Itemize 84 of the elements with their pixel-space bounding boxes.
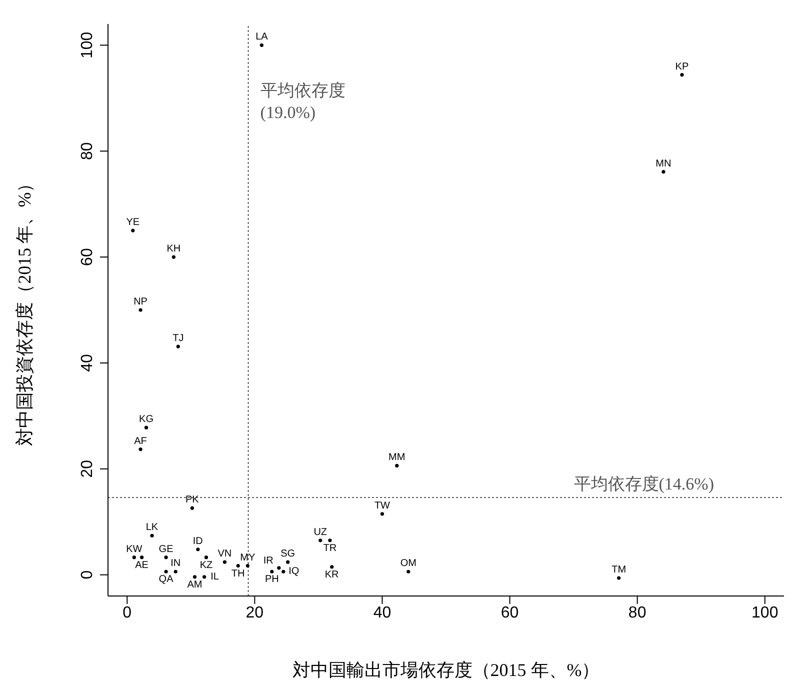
point <box>277 566 281 570</box>
series-label: MY <box>240 552 256 564</box>
ref-line-label: 平均依存度(14.6%) <box>574 474 714 494</box>
point <box>174 570 178 574</box>
point <box>192 575 197 579</box>
x-axis-title: 対中国輸出市場依存度（2015 年、%） <box>292 660 600 680</box>
point <box>318 538 322 542</box>
series-label: YE <box>126 217 140 228</box>
point <box>140 556 144 560</box>
series-label: TR <box>323 542 337 554</box>
series-label: IN <box>170 558 181 570</box>
series-label: AE <box>135 560 149 571</box>
y-tick-label: 0 <box>79 570 96 580</box>
series-label: KG <box>139 414 154 426</box>
y-tick-label: 20 <box>79 460 96 478</box>
point <box>138 308 142 312</box>
point <box>196 548 200 552</box>
point <box>662 170 666 174</box>
x-tick-label: 100 <box>752 604 778 622</box>
series-label: PH <box>264 574 279 586</box>
series-label: SG <box>280 548 296 560</box>
x-tick-label: 0 <box>122 604 132 622</box>
series-label: IQ <box>288 566 300 578</box>
series-label: UZ <box>314 526 328 538</box>
series-label: VN <box>218 548 232 560</box>
point <box>150 534 154 538</box>
series-label: KZ <box>200 560 213 571</box>
series-label: MN <box>656 158 672 170</box>
series-label: KW <box>126 544 143 555</box>
series-label: KH <box>166 244 181 255</box>
point <box>260 43 264 47</box>
series-label: QA <box>158 574 174 586</box>
point <box>380 512 384 516</box>
y-tick-label: 100 <box>79 32 96 59</box>
point <box>222 560 227 564</box>
point <box>286 560 290 564</box>
x-tick-label: 20 <box>246 604 264 622</box>
series-label: GE <box>158 544 174 555</box>
y-tick-label: 60 <box>79 248 96 266</box>
series-label: LK <box>146 522 158 534</box>
point <box>164 556 168 560</box>
point <box>236 564 240 568</box>
point <box>132 556 136 560</box>
series-label: TM <box>612 564 626 576</box>
series-label: MM <box>388 452 406 464</box>
series-label: TW <box>374 500 391 512</box>
point <box>617 576 621 580</box>
point <box>176 344 180 348</box>
series-label: AM <box>187 579 202 590</box>
point <box>138 447 142 452</box>
point <box>204 556 208 560</box>
y-axis-title: 対中国投資依存度（2015 年、%） <box>14 174 34 446</box>
point <box>330 565 334 569</box>
point <box>680 73 684 77</box>
point <box>164 570 168 574</box>
point <box>328 538 332 542</box>
series-label: OM <box>400 558 416 570</box>
series-label: NP <box>134 296 148 308</box>
series-label: IL <box>210 571 220 582</box>
point <box>144 426 148 430</box>
y-tick-label: 80 <box>79 142 96 160</box>
series-label: TH <box>231 568 245 580</box>
point <box>246 564 250 568</box>
x-tick-label: 60 <box>500 604 519 622</box>
series-label: AF <box>134 436 147 447</box>
point <box>406 570 410 574</box>
series-label: LA <box>256 32 268 43</box>
series-label: PK <box>186 494 200 506</box>
point <box>202 575 206 579</box>
point <box>131 228 135 232</box>
series-label: TJ <box>172 333 184 344</box>
ref-line-label: 平均依存度 (19.0%) <box>260 81 346 122</box>
point <box>172 255 176 259</box>
point <box>190 506 194 510</box>
x-tick-label: 80 <box>628 604 646 622</box>
series-label: KR <box>324 569 339 580</box>
series-label: KP <box>675 61 689 72</box>
x-tick-label: 40 <box>373 604 392 622</box>
point <box>395 464 399 468</box>
series-label: IR <box>263 555 274 566</box>
point <box>270 570 274 574</box>
series-label: ID <box>192 536 203 547</box>
y-tick-label: 40 <box>79 354 96 372</box>
point <box>282 570 286 574</box>
